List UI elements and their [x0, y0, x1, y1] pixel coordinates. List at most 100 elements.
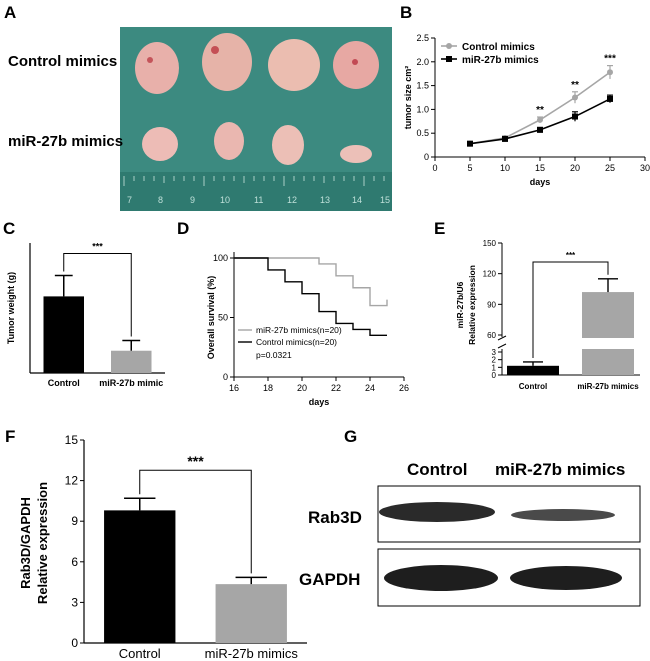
panel-letter-f: F	[5, 427, 15, 446]
y-tick-label: 9	[71, 514, 78, 528]
significance-mark: ***	[187, 453, 204, 469]
panel-letter-c: C	[3, 219, 15, 238]
tumor-spot	[211, 46, 219, 54]
survival-curve	[234, 257, 388, 307]
data-point	[607, 69, 613, 76]
panel-b-chart: 0 0.5 1.0 1.5 2.0 2.5 0 5 10 15 20 25 30 days tumor si…	[403, 33, 650, 187]
ruler-number-9: 9	[190, 195, 195, 205]
bar	[104, 510, 176, 643]
significance-mark: **	[536, 105, 544, 116]
row-label-control: Control mimics	[8, 53, 117, 70]
category-label: Control	[119, 646, 161, 661]
band-gapdh-control	[384, 565, 498, 591]
x-tick-label: 22	[331, 383, 341, 393]
significance-bracket	[139, 469, 252, 574]
significance-bracket	[532, 261, 609, 358]
y-tick-label: 3	[492, 348, 497, 357]
x-tick-label: 10	[500, 163, 510, 173]
x-tick-label: 16	[229, 383, 239, 393]
legend-label: miR-27b mimics	[462, 55, 539, 66]
x-tick-label: 18	[263, 383, 273, 393]
legend-marker	[446, 43, 452, 49]
panel-letter-d: D	[177, 219, 189, 238]
ruler-number-11: 11	[254, 195, 263, 205]
legend-label: Control mimics(n=20)	[256, 337, 337, 347]
significance-mark: ***	[604, 54, 616, 65]
y-tick-label: 0	[492, 371, 497, 380]
y-tick-label: 0	[424, 152, 429, 162]
panel-letter-a: A	[4, 3, 16, 22]
bar	[215, 584, 287, 643]
ruler-number-7: 7	[127, 195, 132, 205]
panel-letter-e: E	[434, 219, 445, 238]
panel-c-chart: Control miR-27b mimic *** Tumor weight (g)	[6, 242, 165, 388]
panel-d-chart: 0 50 100 16 18 20 22 24 26 days Overall survival (…	[206, 252, 409, 407]
tumor-control-4	[333, 41, 379, 89]
lane-label-mir27b: miR-27b mimics	[495, 460, 625, 479]
y-tick-label: 2	[492, 356, 497, 365]
bar	[582, 292, 634, 338]
y-axis-label: tumor size cm²	[403, 66, 413, 130]
tumor-mir27b-2	[214, 122, 244, 160]
data-point	[537, 116, 543, 123]
data-point	[537, 126, 543, 133]
y-tick-label: 0	[71, 636, 78, 650]
y-tick-label: 0	[223, 372, 228, 382]
y-tick-label: 0.5	[416, 128, 429, 138]
y-tick-label: 3	[71, 595, 78, 609]
y-tick-label: 2.0	[416, 57, 429, 67]
ruler-number-13: 13	[320, 195, 330, 205]
data-point	[572, 113, 578, 120]
panel-f-chart: 0 3 6 9 12 15 Control miR-27b mimics *** Rab3D/GA…	[18, 433, 307, 661]
tumor-control-1	[135, 42, 179, 94]
band-gapdh-mir27b	[510, 566, 622, 590]
y-tick-label: 12	[65, 474, 79, 488]
y-tick-label: 90	[487, 300, 496, 309]
y-axis-label: Rab3D/GAPDH	[18, 497, 33, 589]
x-tick-label: 15	[535, 163, 545, 173]
band-rab3d-control	[379, 502, 495, 522]
axis-break-mark	[497, 343, 507, 349]
legend-label: Control mimics	[462, 42, 535, 53]
significance-mark: **	[571, 80, 579, 91]
data-point	[572, 94, 578, 101]
x-tick-label: 30	[640, 163, 650, 173]
legend-label: miR-27b mimics(n=20)	[256, 325, 342, 335]
x-axis-label: days	[530, 177, 551, 187]
y-axis-label: Overall survival (%)	[206, 276, 216, 360]
y-axis-label: Tumor weight (g)	[6, 272, 16, 344]
y-tick-label: 1.5	[416, 81, 429, 91]
data-point	[467, 140, 473, 147]
x-tick-label: 5	[467, 163, 472, 173]
x-tick-label: 20	[570, 163, 580, 173]
y-tick-label: 150	[483, 239, 497, 248]
x-tick-label: 25	[605, 163, 615, 173]
ruler-number-10: 10	[220, 195, 230, 205]
bar	[111, 350, 152, 373]
category-label: Control	[519, 382, 547, 391]
tumor-control-3	[268, 39, 320, 91]
y-tick-label: 15	[65, 433, 79, 447]
y-tick-label: 6	[71, 555, 78, 569]
panel-a-photo: 7 8 9 10 11 12 13 14 15	[120, 27, 392, 211]
bar	[507, 365, 559, 375]
tumor-spot	[352, 59, 358, 65]
y-tick-label: 60	[487, 331, 496, 340]
category-label: miR-27b mimic	[99, 378, 163, 388]
category-label: Control	[48, 378, 80, 388]
x-tick-label: 26	[399, 383, 409, 393]
ruler-number-8: 8	[158, 195, 163, 205]
category-label: miR-27b mimics	[577, 382, 639, 391]
control-tumors	[135, 33, 379, 94]
bar	[43, 296, 84, 373]
panel-letter-b: B	[400, 3, 412, 22]
y-axis-label: miR-27b/U6	[455, 281, 465, 328]
y-axis-label: Relative expression	[35, 482, 50, 604]
data-point	[502, 135, 508, 142]
x-tick-label: 24	[365, 383, 375, 393]
mir27b-tumors	[142, 122, 372, 165]
y-tick-label: 2.5	[416, 33, 429, 43]
bar-lower-segment	[582, 349, 634, 375]
